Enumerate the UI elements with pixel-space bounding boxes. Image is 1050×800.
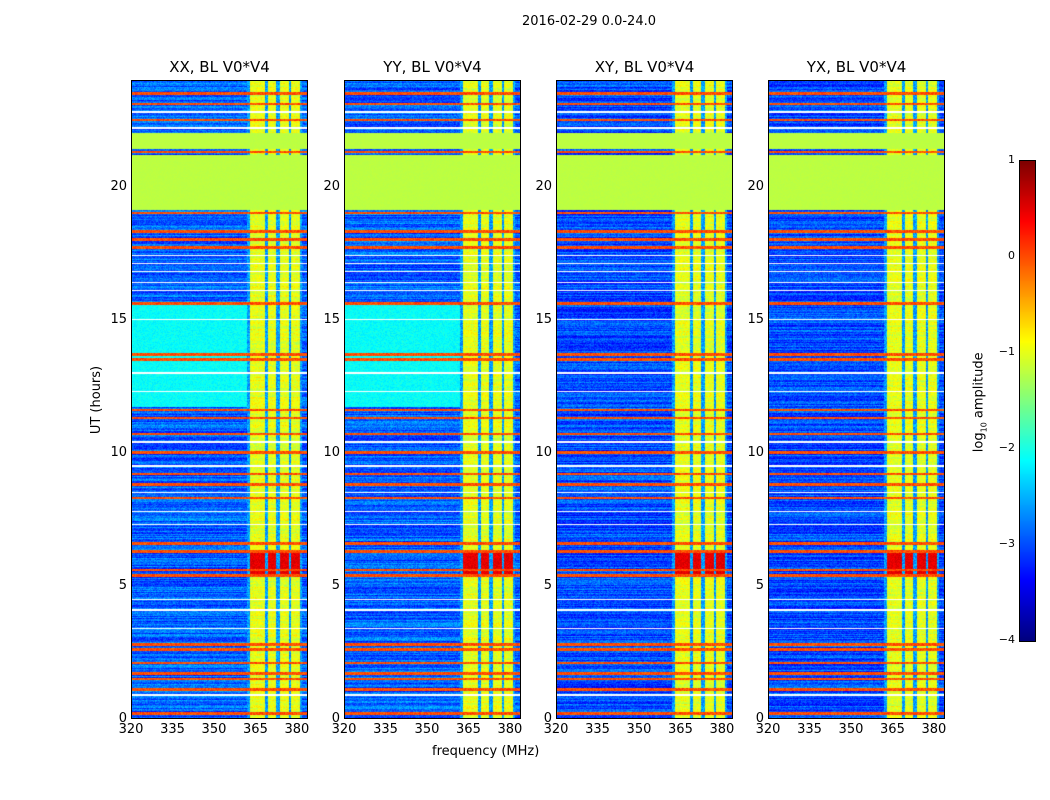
colorbar-tick-label: 1 (1008, 153, 1015, 166)
x-tick-label: 365 (880, 722, 905, 737)
y-tick-label: 0 (118, 711, 127, 726)
x-tick-label: 320 (118, 722, 144, 737)
x-tick-label: 380 (284, 722, 310, 737)
x-axis-label: frequency (MHz) (432, 744, 540, 759)
panel-title: YY, BL V0*V4 (383, 58, 482, 76)
x-tick-label: 335 (160, 722, 185, 737)
heatmap-image (556, 80, 733, 719)
x-tick-label: 335 (797, 722, 822, 737)
y-tick-label: 20 (535, 178, 552, 194)
spectrogram-panel: YY, BL V0*V4 320 335 350 365 380 0 5 10 15 20 (323, 58, 522, 737)
heatmap-image (768, 80, 945, 719)
y-tick-label: 10 (747, 444, 764, 460)
y-tick-label: 5 (543, 577, 552, 593)
y-tick-label: 5 (331, 577, 340, 593)
x-tick-label: 320 (331, 722, 357, 737)
y-tick-label: 0 (331, 711, 340, 726)
x-tick-label: 335 (373, 722, 398, 737)
panel-title: YX, BL V0*V4 (806, 58, 907, 76)
y-axis-label: UT (hours) (89, 365, 104, 435)
x-tick-label: 365 (243, 722, 268, 737)
panel-title: XX, BL V0*V4 (169, 58, 270, 76)
y-tick-label: 20 (323, 178, 340, 194)
colorbar-tick-label: −1 (998, 345, 1015, 358)
y-tick-label: 15 (535, 311, 552, 327)
x-tick-label: 365 (668, 722, 693, 737)
colorbar-tick-label: −3 (998, 537, 1015, 550)
x-tick-label: 380 (921, 722, 947, 737)
x-tick-label: 350 (626, 722, 652, 737)
y-tick-label: 5 (755, 577, 764, 593)
x-tick-label: 350 (838, 722, 864, 737)
heatmap-image (131, 80, 308, 719)
y-tick-label: 10 (323, 444, 340, 460)
x-tick-label: 365 (456, 722, 481, 737)
x-tick-label: 380 (709, 722, 735, 737)
colorbar (1019, 160, 1036, 642)
colorbar-label: log10 amplitude (971, 352, 989, 453)
y-tick-label: 0 (543, 711, 552, 726)
heatmap-image (344, 80, 521, 719)
colorbar-tick-label: −4 (998, 633, 1015, 646)
x-tick-label: 335 (585, 722, 610, 737)
y-tick-label: 0 (755, 711, 764, 726)
colorbar-tick-label: 0 (1008, 249, 1015, 262)
y-tick-label: 10 (535, 444, 552, 460)
spectrogram-panel: YX, BL V0*V4 320 335 350 365 380 0 5 10 15 20 (747, 58, 946, 737)
x-tick-label: 320 (543, 722, 569, 737)
figure-title: 2016-02-29 0.0-24.0 (522, 14, 656, 29)
y-tick-label: 20 (110, 178, 127, 194)
y-tick-label: 5 (118, 577, 127, 593)
y-tick-label: 15 (323, 311, 340, 327)
y-tick-label: 15 (110, 311, 127, 327)
y-tick-label: 20 (747, 178, 764, 194)
colorbar-tick-label: −2 (998, 441, 1015, 454)
x-tick-label: 350 (201, 722, 227, 737)
spectrogram-panel: XY, BL V0*V4 320 335 350 365 380 0 5 10 15 20 (535, 58, 734, 737)
x-tick-label: 350 (414, 722, 440, 737)
y-tick-label: 10 (110, 444, 127, 460)
panel-title: XY, BL V0*V4 (594, 58, 695, 76)
x-tick-label: 380 (497, 722, 523, 737)
x-tick-label: 320 (755, 722, 781, 737)
y-tick-label: 15 (747, 311, 764, 327)
spectrogram-panel: XX, BL V0*V4 320 335 350 365 380 0 5 10 15 20 (110, 58, 309, 737)
